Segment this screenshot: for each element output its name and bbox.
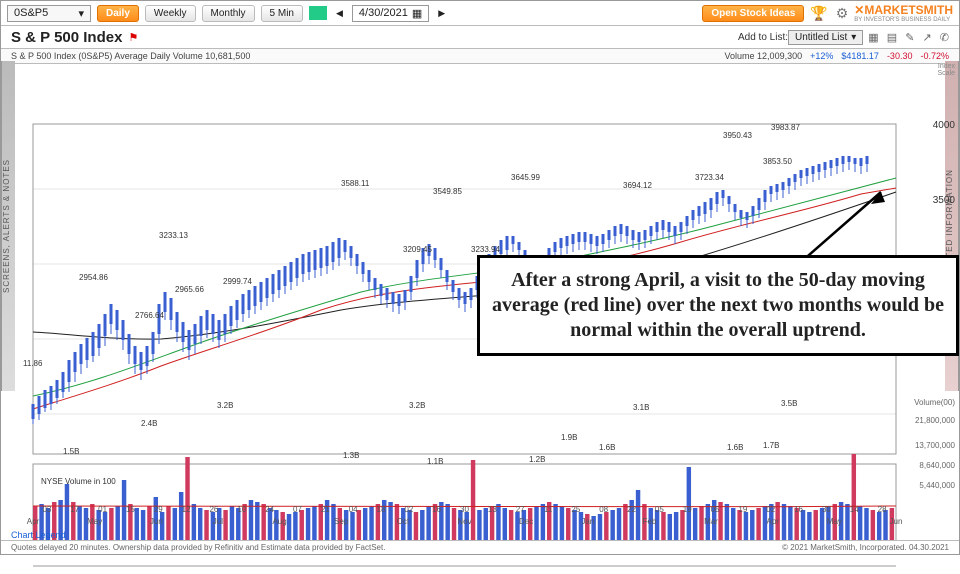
price-value: $4181.17 [841, 51, 879, 61]
left-sidebar[interactable]: SCREENS, ALERTS & NOTES [1, 61, 15, 391]
weekly-button[interactable]: Weekly [145, 5, 196, 22]
index-scale-label: IndexScale [937, 63, 955, 77]
list-name: Untitled List [795, 32, 847, 43]
date-text: 4/30/2021 [359, 7, 408, 19]
page-title: S & P 500 Index [11, 29, 122, 46]
calendar-icon: ▦ [412, 7, 422, 20]
footer-right: © 2021 MarketSmith, Incorporated. 04.30.… [782, 543, 949, 552]
grid-icon[interactable]: ▦ [868, 32, 878, 44]
footer-left: Quotes delayed 20 minutes. Ownership dat… [11, 543, 385, 552]
app-window: 0S&P5 ▾ Daily Weekly Monthly 5 Min ◀ 4/30… [0, 0, 960, 555]
fivemin-button[interactable]: 5 Min [261, 5, 303, 22]
gear-icon[interactable]: ⚙ [836, 5, 849, 22]
footer: Quotes delayed 20 minutes. Ownership dat… [1, 540, 959, 554]
list-dropdown[interactable]: Untitled List ▾ [788, 30, 863, 45]
monthly-button[interactable]: Monthly [202, 5, 255, 22]
daily-button[interactable]: Daily [97, 5, 139, 22]
info-left: S & P 500 Index (0S&P5) Average Daily Vo… [11, 51, 250, 61]
trophy-icon[interactable]: 🏆 [810, 5, 827, 22]
price-change: -30.30 [887, 51, 913, 61]
dropdown-icon[interactable]: ▾ [78, 7, 84, 20]
date-next-icon[interactable]: ▶ [435, 8, 448, 19]
flag-icon: ⚑ [128, 31, 138, 44]
chart-legend-link[interactable]: Chart Legend [11, 530, 66, 540]
title-icons: ▦ ▤ ✎ ↗ ✆ [863, 31, 949, 44]
title-bar: S & P 500 Index ⚑ Add to List: Untitled … [1, 26, 959, 49]
toolbar-icons: 🏆 ⚙ [810, 5, 848, 22]
symbol-text: 0S&P5 [14, 7, 48, 19]
phone-icon[interactable]: ✆ [940, 32, 949, 44]
annotation-box: After a strong April, a visit to the 50-… [477, 255, 959, 356]
price-change-pct: -0.72% [920, 51, 949, 61]
top-toolbar: 0S&P5 ▾ Daily Weekly Monthly 5 Min ◀ 4/30… [1, 1, 959, 26]
date-picker[interactable]: 4/30/2021 ▦ [352, 5, 429, 22]
open-stock-ideas-button[interactable]: Open Stock Ideas [702, 5, 804, 22]
add-to-list-label: Add to List: [738, 32, 788, 43]
color-indicator[interactable] [309, 6, 327, 20]
brand-logo: ✕MARKETSMITHBY INVESTOR'S BUSINESS DAILY [854, 3, 953, 23]
pen-icon[interactable]: ✎ [905, 32, 914, 44]
symbol-input[interactable]: 0S&P5 ▾ [7, 5, 91, 22]
layout-icon[interactable]: ▤ [887, 32, 897, 44]
volume-change: +12% [810, 51, 833, 61]
info-bar: S & P 500 Index (0S&P5) Average Daily Vo… [1, 49, 959, 64]
volume-label: Volume 12,009,300 [725, 51, 803, 61]
date-prev-icon[interactable]: ◀ [333, 8, 346, 19]
share-icon[interactable]: ↗ [923, 32, 932, 44]
